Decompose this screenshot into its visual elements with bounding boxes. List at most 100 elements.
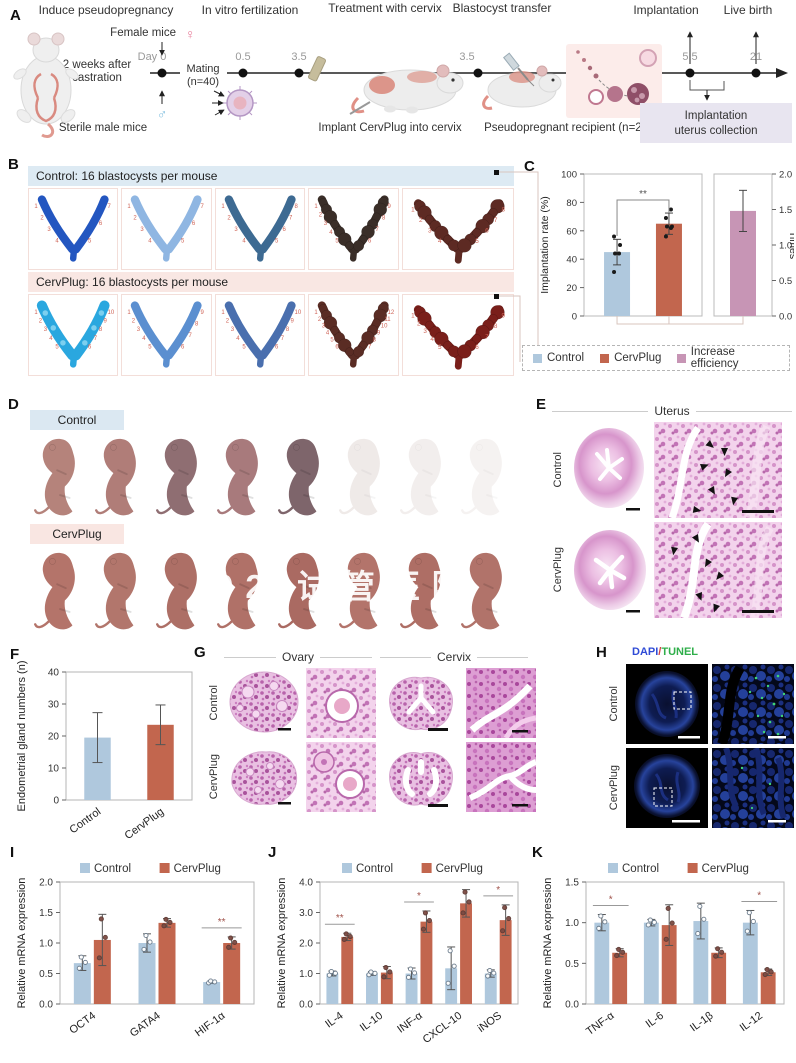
data-point xyxy=(332,970,338,976)
implantation-site-number: 2 xyxy=(134,215,138,221)
implantation-site-number: 8 xyxy=(501,206,505,213)
uterus-control-row: Control xyxy=(552,422,792,518)
tunel-cervplug-inset xyxy=(712,748,794,828)
data-point xyxy=(645,922,651,928)
ovary-cervplug-full xyxy=(226,742,302,812)
divider-line xyxy=(380,656,431,658)
data-point xyxy=(82,959,88,965)
implantation-site-number: 2 xyxy=(419,217,423,224)
panel-i-label: I xyxy=(10,844,15,861)
pup-image xyxy=(339,552,380,630)
implantation-site-number: 4 xyxy=(143,336,147,342)
panel-g-label: G xyxy=(194,644,206,661)
pup-body xyxy=(34,552,75,630)
chart-el xyxy=(117,469,132,499)
implantation-site-number: 6 xyxy=(192,221,196,227)
chart-el xyxy=(217,506,233,515)
pup-body xyxy=(339,552,380,630)
right-tick-label: 1.0 xyxy=(779,241,792,252)
data-point xyxy=(663,936,669,942)
legend-item-control: Control xyxy=(533,352,584,364)
implantation-site-number: 6 xyxy=(99,221,103,227)
data-point xyxy=(664,224,669,229)
chart-el xyxy=(469,438,502,516)
chart-mrna_implantation_markers: 0.0 0.5 1.0 1.5 2.0 Relative mRNA expression C… xyxy=(16,863,255,1040)
chart-el xyxy=(156,620,172,629)
legend-swatch xyxy=(608,863,618,873)
chart-el xyxy=(300,583,315,613)
male-symbol-icon: ♂ xyxy=(157,106,168,122)
bar xyxy=(693,921,709,1004)
implantation-site-number: 1 xyxy=(128,204,132,210)
timepoint-35b: 3.5 xyxy=(459,51,474,63)
pup-image xyxy=(278,438,319,516)
implantation-site-number: 5 xyxy=(88,239,92,245)
mating-label: Mating xyxy=(186,63,219,75)
data-point xyxy=(697,903,703,909)
uterus-horns xyxy=(131,195,203,254)
uterus-histology-panel: Uterus Control xyxy=(552,404,792,618)
legend-label: CervPlug xyxy=(702,863,749,875)
implantation-site-number: 5 xyxy=(275,239,279,245)
y-tick-label: 1.5 xyxy=(39,908,53,919)
implantation-site-number: 7 xyxy=(289,215,293,221)
chart-el xyxy=(232,444,239,451)
cervix-cervplug-inset xyxy=(466,742,536,812)
he-inset xyxy=(654,422,782,518)
y-axis-label: Relative mRNA expression xyxy=(276,878,288,1009)
y-tick-label: 1.0 xyxy=(39,939,53,950)
uterus-cervplug-inset-image xyxy=(654,522,782,618)
y-tick-label: 1.5 xyxy=(565,878,579,889)
pup-image xyxy=(400,552,441,630)
chart-el xyxy=(461,620,477,629)
bar xyxy=(760,972,776,1004)
implantation-site-number: 7 xyxy=(280,336,284,342)
data-point xyxy=(226,944,232,950)
step-title-treatment: Treatment with cervix xyxy=(328,1,442,15)
uterus-cervplug-section-image xyxy=(570,522,650,618)
implantation-site-number: 3 xyxy=(322,324,326,330)
implantation-site-number: 3 xyxy=(137,327,141,333)
chart-el xyxy=(239,583,254,613)
implantation-site-number: 6 xyxy=(475,344,479,351)
implantation-site-number: 4 xyxy=(438,238,442,245)
highlight xyxy=(91,325,97,331)
bar xyxy=(499,920,512,1004)
chart-el xyxy=(225,438,258,516)
chart-el xyxy=(583,173,703,317)
row-label-cervplug: CervPlug xyxy=(208,754,220,800)
bar-connector xyxy=(616,316,744,325)
y-tick-label: 1.0 xyxy=(299,969,313,980)
implantation-site-number: 2 xyxy=(132,319,136,325)
chart-el xyxy=(171,558,178,565)
chart-el xyxy=(286,552,319,630)
chart-el xyxy=(117,583,132,613)
divider-line xyxy=(695,410,792,412)
data-point xyxy=(167,919,173,925)
implantation-site-number: 5 xyxy=(242,345,246,351)
implantation-site-number: 6 xyxy=(485,227,489,234)
legend-item-increase: Increase efficiency xyxy=(677,346,779,370)
legend-label-cervplug: CervPlug xyxy=(614,352,662,364)
timeline-arrowhead xyxy=(776,68,788,78)
implantation-bump xyxy=(361,331,375,345)
implantation-site-number: 6 xyxy=(368,239,372,245)
uterus-cell: 1 2 3 4 5 6 7 8 9 10 xyxy=(28,294,119,376)
data-point xyxy=(665,905,671,911)
implantation-site-number: 8 xyxy=(294,204,298,210)
pup-body xyxy=(278,438,319,516)
data-point xyxy=(422,910,428,916)
timepoint-35a: 3.5 xyxy=(291,51,306,63)
data-point xyxy=(614,953,620,959)
data-point xyxy=(426,918,432,924)
data-point xyxy=(744,928,750,934)
pup xyxy=(276,434,334,518)
pup-image xyxy=(34,552,75,630)
y-tick-label: 0.0 xyxy=(299,1000,313,1011)
pup xyxy=(32,434,90,518)
mrna-implantation-chart: 0.0 0.5 1.0 1.5 2.0 Relative mRNA expression C… xyxy=(12,852,262,1063)
implantation-site-number: 10 xyxy=(108,310,115,316)
step-title-livebirth: Live birth xyxy=(724,3,773,17)
